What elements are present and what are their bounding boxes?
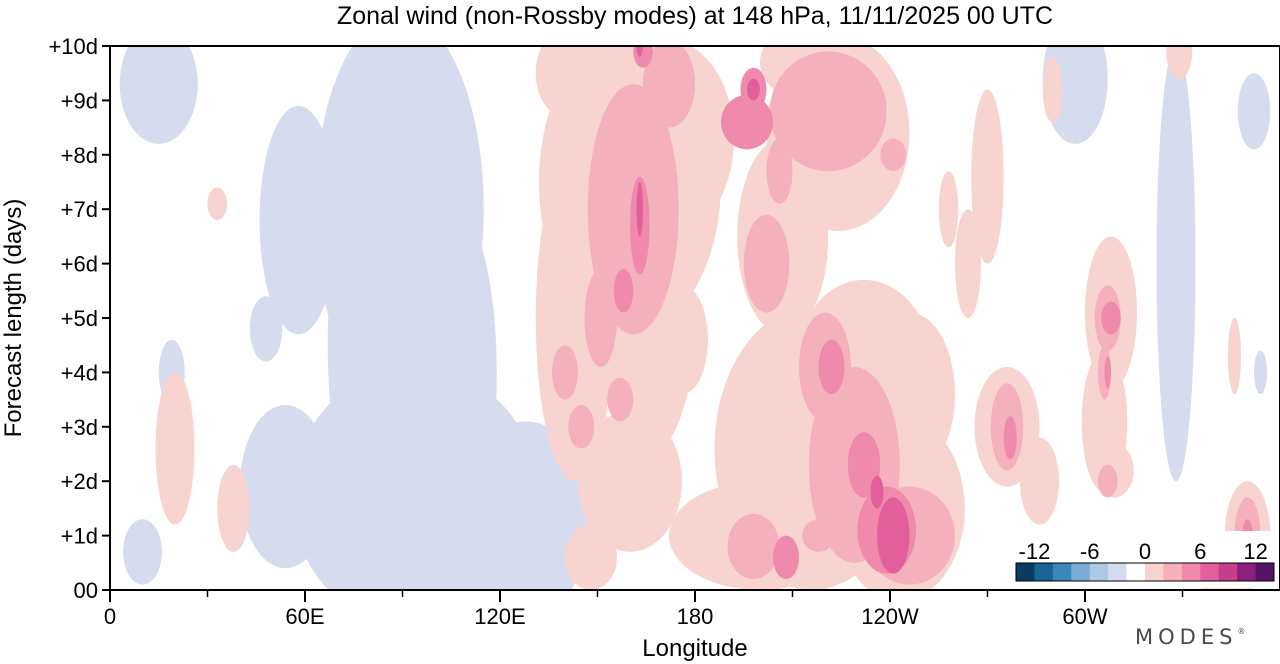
- colorbar-frame: [1015, 562, 1275, 582]
- colorbar-swatch: [1145, 563, 1164, 581]
- contour-patch: [535, 46, 595, 117]
- contour-patch: [392, 192, 497, 552]
- contour-patch: [636, 182, 643, 237]
- contour-patch: [633, 46, 653, 68]
- x-tick-label: 60W: [1062, 604, 1107, 629]
- contour-patch: [769, 51, 887, 172]
- colorbar-swatch: [1016, 563, 1035, 581]
- y-tick-label: +5d: [61, 306, 98, 331]
- y-tick-label: +1d: [61, 524, 98, 549]
- contour-patch: [584, 269, 617, 367]
- contour-patch: [552, 345, 578, 400]
- y-tick-label: 00: [74, 578, 98, 603]
- contour-patch: [870, 475, 884, 509]
- contour-patch: [1003, 415, 1017, 460]
- x-tick-label: 120W: [861, 604, 919, 629]
- contour-patch: [259, 105, 338, 335]
- contour-patch: [578, 410, 682, 552]
- contour-patch: [249, 296, 283, 362]
- colorbar-swatch: [1181, 563, 1201, 581]
- contour-patch: [123, 519, 162, 585]
- contour-patch: [877, 497, 910, 574]
- colorbar-swatch: [1255, 563, 1275, 581]
- contour-patch: [847, 432, 881, 498]
- contour-patch: [818, 339, 845, 395]
- contour-patch: [802, 519, 835, 552]
- colorbar-swatch: [1126, 563, 1146, 581]
- contour-patch: [880, 138, 907, 172]
- contour-patch: [747, 78, 760, 101]
- contour-patch: [1104, 356, 1111, 389]
- contour-patch: [1042, 56, 1063, 123]
- contour-patch: [217, 464, 250, 552]
- contour-patch: [1237, 73, 1271, 150]
- contour-patch: [568, 405, 595, 449]
- colorbar-swatch: [1052, 563, 1072, 581]
- contour-patch: [1228, 318, 1241, 395]
- contour-level-negative-2: [119, 46, 1271, 590]
- contour-patch: [636, 46, 643, 57]
- colorbar-tick-label: 0: [1139, 539, 1151, 564]
- colorbar-swatch: [1034, 563, 1054, 581]
- colorbar-tick-label: -12: [1019, 539, 1051, 564]
- contour-patch: [1098, 464, 1118, 498]
- y-axis-label: Forecast length (days): [0, 199, 27, 438]
- plot-frame: [109, 45, 1280, 591]
- y-tick-label: +7d: [61, 197, 98, 222]
- contour-patch: [565, 524, 617, 590]
- contour-patch: [938, 171, 959, 248]
- colorbar-tick-label: 6: [1194, 539, 1206, 564]
- contour-patch: [955, 209, 981, 318]
- contour-patch: [607, 377, 634, 422]
- contour-patch: [773, 535, 799, 580]
- x-tick-label: 60E: [285, 604, 324, 629]
- x-tick-label: 180: [677, 604, 714, 629]
- colorbar-swatch: [1108, 563, 1128, 581]
- modes-logo: MODES®: [1135, 625, 1246, 649]
- chart-title: Zonal wind (non-Rossby modes) at 148 hPa…: [337, 2, 1053, 30]
- y-tick-label: +3d: [61, 415, 98, 440]
- colorbar: -12 -6 0 6 12: [1008, 531, 1278, 588]
- contour-patch: [155, 372, 195, 525]
- colorbar-swatch: [1200, 563, 1220, 581]
- x-tick-label: 0: [104, 604, 116, 629]
- colorbar-swatch: [1089, 563, 1109, 581]
- y-axis: 00 +1d +2d +3d +4d +5d +6d +7d +8d +9d +10d: [48, 34, 110, 603]
- contour-patch: [1166, 46, 1193, 79]
- colorbar-tick-label: 12: [1243, 539, 1267, 564]
- contour-patch: [643, 46, 695, 128]
- contour-patch: [240, 405, 331, 569]
- contour-patch: [1020, 437, 1059, 525]
- contour-patch: [613, 269, 634, 313]
- contour-patch: [721, 94, 773, 150]
- contour-patch: [1156, 46, 1196, 482]
- colorbar-swatch: [1237, 563, 1257, 581]
- x-axis: 0 60E 120E 180 120W 60W: [104, 590, 1184, 629]
- contour-field: [119, 46, 1271, 590]
- contour-patch: [766, 138, 793, 204]
- colorbar-swatch: [1218, 563, 1238, 581]
- colorbar-swatch: [1071, 563, 1091, 581]
- contour-patch: [656, 285, 708, 395]
- y-tick-label: +10d: [48, 34, 98, 59]
- contour-patch: [119, 46, 198, 144]
- y-tick-label: +4d: [61, 360, 98, 385]
- x-tick-label: 120E: [474, 604, 525, 629]
- y-tick-label: +6d: [61, 252, 98, 277]
- contour-patch: [727, 513, 780, 580]
- contour-patch: [971, 89, 1004, 264]
- contour-patch: [1254, 350, 1267, 395]
- contour-patch: [743, 214, 790, 313]
- contour-patch: [207, 187, 227, 221]
- y-tick-label: +9d: [61, 88, 98, 113]
- x-axis-label: Longitude: [642, 635, 747, 662]
- colorbar-tick-label: -6: [1080, 539, 1100, 564]
- contour-patch: [1101, 301, 1121, 335]
- y-tick-label: +2d: [61, 469, 98, 494]
- contour-level-positive-8: [636, 46, 910, 574]
- y-tick-label: +8d: [61, 143, 98, 168]
- colorbar-swatch: [1163, 563, 1183, 581]
